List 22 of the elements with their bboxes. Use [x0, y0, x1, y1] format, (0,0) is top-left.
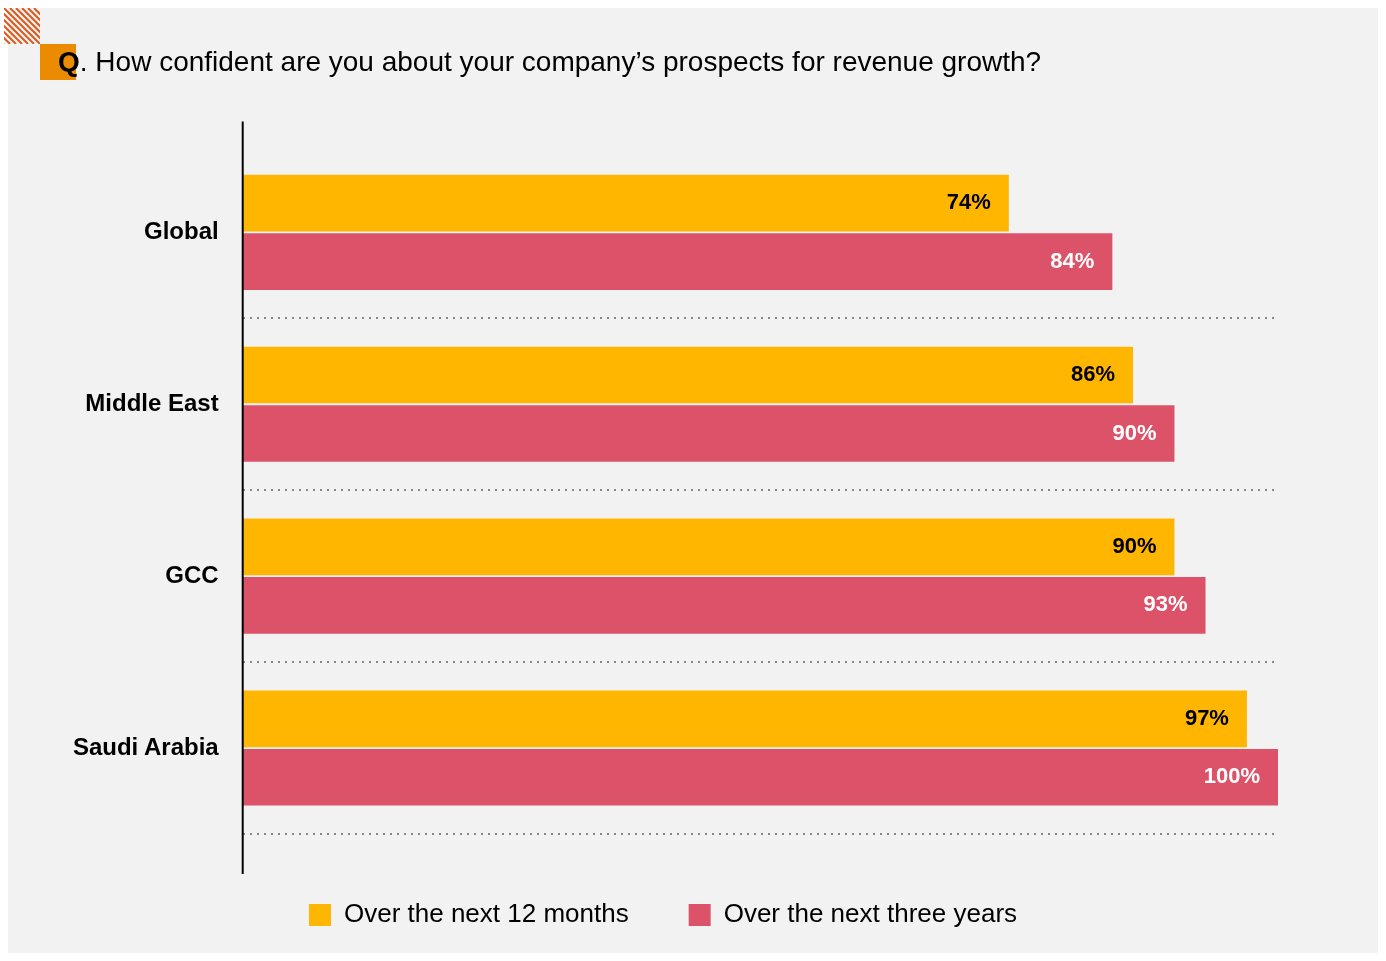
y-tick-label: Global [144, 216, 219, 244]
bar [242, 577, 1206, 634]
bar [242, 346, 1134, 404]
data-label: 74% [946, 189, 991, 215]
legend-label: Over the next three years [723, 898, 1018, 929]
data-label: 97% [1184, 704, 1229, 730]
y-tick-label: Saudi Arabia [72, 732, 220, 760]
y-tick-label: Middle East [85, 388, 219, 416]
data-label: 100% [1203, 763, 1260, 789]
data-label: 84% [1050, 247, 1095, 273]
data-label: 86% [1071, 361, 1116, 387]
legend-label: Over the next 12 months [343, 898, 629, 929]
bar [242, 690, 1247, 748]
bar [242, 233, 1113, 290]
bar [242, 518, 1175, 576]
bar [242, 405, 1175, 462]
data-label: 90% [1112, 532, 1157, 558]
data-label: 93% [1143, 591, 1188, 617]
bar [242, 174, 1009, 232]
bar [242, 748, 1278, 806]
data-label: 90% [1112, 419, 1157, 445]
y-tick-label: GCC [165, 560, 219, 588]
